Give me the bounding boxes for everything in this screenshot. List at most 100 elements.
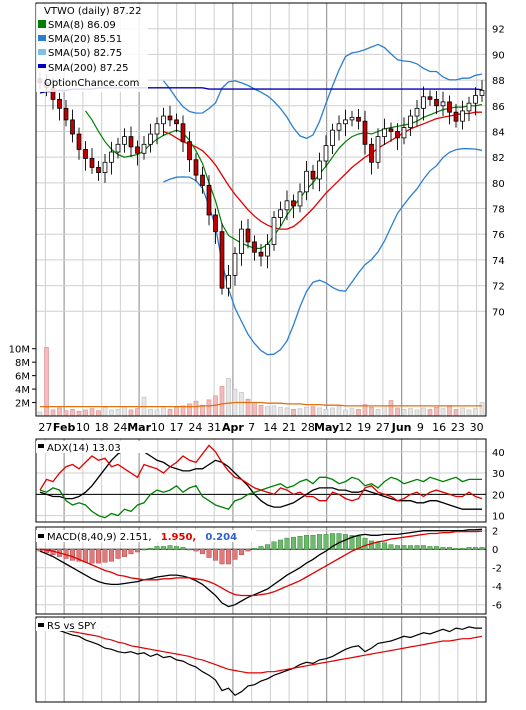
volume-bar (265, 406, 270, 417)
candle (96, 167, 101, 173)
candle (57, 98, 62, 109)
macd-histogram-bar (160, 546, 167, 550)
volume-bar (434, 406, 439, 417)
macd-histogram-bar (316, 534, 323, 550)
macd-histogram-bar (414, 545, 420, 550)
candle (245, 228, 251, 243)
candle (362, 120, 368, 145)
macd-hist-value: 0.204 (205, 532, 237, 543)
volume-bar (278, 406, 283, 417)
macd-histogram-bar (180, 547, 186, 550)
candle (479, 89, 485, 96)
volume-bar (187, 403, 192, 417)
volume-bar (453, 408, 459, 417)
candle (434, 98, 439, 107)
candle (310, 170, 316, 180)
sma20-line (163, 111, 482, 230)
candle (154, 123, 160, 135)
panel-frame (35, 438, 487, 523)
volume-bar (50, 409, 56, 417)
volume-bar (102, 406, 108, 417)
volume-bar (148, 408, 153, 417)
macd-histogram-bar (381, 542, 388, 550)
volume-tick-label: 8M (15, 358, 30, 369)
x-tick-label: 18 (95, 421, 109, 434)
adx-tick-label: 10 (492, 512, 505, 523)
price-tick-label: 78 (492, 205, 505, 216)
x-tick-label: Feb (53, 421, 76, 434)
candle (193, 159, 199, 176)
macd-histogram-bar (141, 548, 147, 551)
sma8-line (85, 103, 483, 249)
legend-swatch-icon (38, 35, 46, 41)
candle (109, 151, 114, 163)
candle (291, 200, 296, 207)
volume-tick-label: 10M (9, 345, 30, 356)
x-tick-label: 10 (76, 421, 90, 434)
price-tick-label: 76 (492, 230, 505, 241)
volume-bar (245, 398, 251, 417)
x-tick-label: 31 (207, 421, 221, 434)
macd-histogram-bar (271, 541, 277, 550)
macd-histogram-bar (388, 544, 394, 550)
macd-histogram-bar (206, 548, 212, 558)
macd-histogram-bar (199, 548, 206, 555)
volume-bar (239, 392, 244, 417)
candle (252, 241, 257, 253)
volume-bar (96, 410, 101, 417)
candle (382, 128, 387, 137)
volume-bar (310, 406, 316, 417)
candle (213, 214, 218, 233)
candle (258, 251, 264, 257)
ticker-label: VTWO (daily) 87.22 (44, 6, 141, 17)
macd-histogram-bar (349, 535, 355, 550)
candle (265, 244, 270, 257)
candle (369, 143, 374, 163)
volume-bar (128, 409, 134, 417)
macd-histogram-bar (401, 545, 407, 550)
macd-tick-label: -4 (492, 582, 502, 593)
volume-bar (447, 406, 452, 417)
adx-tick-label: 30 (492, 469, 505, 480)
macd-signal-value: 1.950, (161, 532, 196, 543)
volume-bar (408, 408, 413, 417)
macd-histogram-bar (297, 536, 303, 550)
x-tick-label: 7 (248, 421, 255, 434)
macd-histogram-bar (277, 539, 284, 550)
volume-tick-label: 4M (15, 385, 30, 396)
candle (349, 116, 355, 121)
legend-label: SMA(200) 87.25 (48, 63, 129, 74)
volume-bar (174, 406, 179, 417)
macd-histogram-bar (284, 537, 290, 550)
macd-histogram-bar (453, 548, 459, 550)
candle (115, 143, 121, 153)
volume-bar (219, 386, 225, 417)
volume-bar (271, 405, 277, 417)
adx-minus_di-line (39, 444, 483, 502)
panel-frame (35, 616, 487, 703)
volume-bar (336, 406, 342, 417)
panel-frame (35, 2, 487, 417)
volume-bar (473, 408, 478, 417)
candle (395, 131, 400, 139)
volume-bar (375, 408, 381, 417)
macd-histogram-bar (147, 548, 154, 550)
candle (414, 107, 420, 117)
candle (219, 231, 225, 289)
macd-histogram-bar (251, 548, 258, 550)
macd-histogram-bar (219, 548, 225, 565)
candle (427, 96, 433, 100)
price-tick-label: 82 (492, 153, 505, 164)
macd-histogram-bar (362, 537, 368, 550)
candle (83, 149, 88, 159)
candle (343, 119, 348, 125)
adx-plus_di-line (39, 476, 482, 519)
candle (330, 129, 335, 146)
x-tick-label: 27 (376, 421, 390, 434)
volume-bar (304, 406, 309, 417)
candle (297, 191, 303, 207)
legend-swatch-icon (38, 64, 46, 68)
volume-bar (154, 409, 160, 417)
macd-histogram-bar (310, 535, 316, 550)
macd-histogram-bar (95, 548, 102, 564)
